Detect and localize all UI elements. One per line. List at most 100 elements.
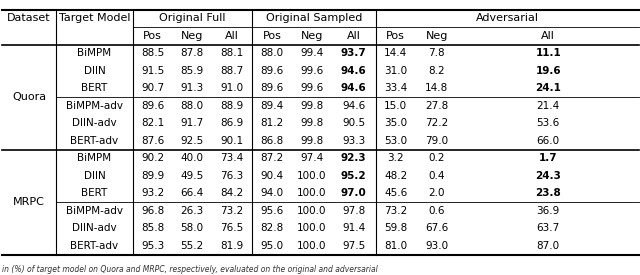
Text: All: All: [225, 31, 239, 41]
Text: BERT-adv: BERT-adv: [70, 136, 118, 146]
Text: 36.9: 36.9: [536, 206, 560, 216]
Text: 81.2: 81.2: [260, 119, 284, 128]
Text: 0.2: 0.2: [429, 153, 445, 163]
Text: Target Model: Target Model: [59, 13, 130, 23]
Text: 53.0: 53.0: [384, 136, 407, 146]
Text: 33.4: 33.4: [384, 83, 408, 94]
Text: 94.6: 94.6: [341, 83, 367, 94]
Text: 15.0: 15.0: [384, 101, 407, 111]
Text: 99.6: 99.6: [300, 66, 323, 76]
Text: 82.1: 82.1: [141, 119, 164, 128]
Text: 49.5: 49.5: [180, 171, 204, 181]
Text: 97.8: 97.8: [342, 206, 365, 216]
Text: 88.7: 88.7: [220, 66, 243, 76]
Text: 66.4: 66.4: [180, 188, 204, 199]
Text: 95.6: 95.6: [260, 206, 284, 216]
Text: 8.2: 8.2: [429, 66, 445, 76]
Text: 14.8: 14.8: [425, 83, 449, 94]
Text: 85.9: 85.9: [180, 66, 204, 76]
Text: Neg: Neg: [301, 31, 323, 41]
Text: Pos: Pos: [143, 31, 162, 41]
Text: BiMPM-adv: BiMPM-adv: [66, 101, 123, 111]
Text: 0.4: 0.4: [429, 171, 445, 181]
Text: 93.0: 93.0: [426, 241, 449, 251]
Text: Pos: Pos: [262, 31, 282, 41]
Text: 91.4: 91.4: [342, 224, 365, 233]
Text: 73.2: 73.2: [384, 206, 408, 216]
Text: 45.6: 45.6: [384, 188, 408, 199]
Text: 90.2: 90.2: [141, 153, 164, 163]
Text: 91.3: 91.3: [180, 83, 204, 94]
Text: 100.0: 100.0: [297, 241, 326, 251]
Text: DIIN: DIIN: [84, 171, 106, 181]
Text: 88.0: 88.0: [260, 48, 284, 58]
Text: 85.8: 85.8: [141, 224, 164, 233]
Text: BERT: BERT: [81, 188, 108, 199]
Text: 31.0: 31.0: [384, 66, 407, 76]
Text: 24.3: 24.3: [535, 171, 561, 181]
Text: in (%) of target model on Quora and MRPC, respectively, evaluated on the origina: in (%) of target model on Quora and MRPC…: [2, 265, 378, 274]
Text: 89.6: 89.6: [260, 66, 284, 76]
Text: 88.5: 88.5: [141, 48, 164, 58]
Text: 23.8: 23.8: [535, 188, 561, 199]
Text: 19.6: 19.6: [536, 66, 561, 76]
Text: 0.6: 0.6: [429, 206, 445, 216]
Text: 97.0: 97.0: [341, 188, 367, 199]
Text: BiMPM: BiMPM: [77, 48, 111, 58]
Text: 99.4: 99.4: [300, 48, 323, 58]
Text: 59.8: 59.8: [384, 224, 408, 233]
Text: 95.0: 95.0: [260, 241, 284, 251]
Text: 24.1: 24.1: [535, 83, 561, 94]
Text: 53.6: 53.6: [536, 119, 560, 128]
Text: 87.0: 87.0: [537, 241, 560, 251]
Text: 58.0: 58.0: [180, 224, 204, 233]
Text: 73.2: 73.2: [220, 206, 243, 216]
Text: 90.7: 90.7: [141, 83, 164, 94]
Text: 91.7: 91.7: [180, 119, 204, 128]
Text: 92.3: 92.3: [341, 153, 367, 163]
Text: Neg: Neg: [180, 31, 203, 41]
Text: 76.3: 76.3: [220, 171, 243, 181]
Text: 95.3: 95.3: [141, 241, 164, 251]
Text: 87.8: 87.8: [180, 48, 204, 58]
Text: 97.5: 97.5: [342, 241, 365, 251]
Text: 87.2: 87.2: [260, 153, 284, 163]
Text: BiMPM-adv: BiMPM-adv: [66, 206, 123, 216]
Text: Original Full: Original Full: [159, 13, 226, 23]
Text: 79.0: 79.0: [426, 136, 449, 146]
Text: 99.6: 99.6: [300, 83, 323, 94]
Text: All: All: [541, 31, 555, 41]
Text: 88.1: 88.1: [220, 48, 243, 58]
Text: Quora: Quora: [12, 92, 46, 102]
Text: BERT: BERT: [81, 83, 108, 94]
Text: All: All: [347, 31, 361, 41]
Text: 100.0: 100.0: [297, 188, 326, 199]
Text: 86.8: 86.8: [260, 136, 284, 146]
Text: 95.2: 95.2: [341, 171, 367, 181]
Text: 90.1: 90.1: [220, 136, 243, 146]
Text: 81.0: 81.0: [384, 241, 407, 251]
Text: 99.8: 99.8: [300, 119, 323, 128]
Text: 94.6: 94.6: [342, 101, 365, 111]
Text: 99.8: 99.8: [300, 136, 323, 146]
Text: 100.0: 100.0: [297, 206, 326, 216]
Text: 7.8: 7.8: [429, 48, 445, 58]
Text: 3.2: 3.2: [387, 153, 404, 163]
Text: 66.0: 66.0: [537, 136, 560, 146]
Text: 11.1: 11.1: [535, 48, 561, 58]
Text: 90.4: 90.4: [260, 171, 284, 181]
Text: 89.4: 89.4: [260, 101, 284, 111]
Text: 87.6: 87.6: [141, 136, 164, 146]
Text: 100.0: 100.0: [297, 171, 326, 181]
Text: 55.2: 55.2: [180, 241, 204, 251]
Text: 2.0: 2.0: [429, 188, 445, 199]
Text: 99.8: 99.8: [300, 101, 323, 111]
Text: Dataset: Dataset: [7, 13, 51, 23]
Text: DIIN-adv: DIIN-adv: [72, 119, 116, 128]
Text: Pos: Pos: [387, 31, 405, 41]
Text: 48.2: 48.2: [384, 171, 408, 181]
Text: 89.9: 89.9: [141, 171, 164, 181]
Text: 76.5: 76.5: [220, 224, 243, 233]
Text: 96.8: 96.8: [141, 206, 164, 216]
Text: 92.5: 92.5: [180, 136, 204, 146]
